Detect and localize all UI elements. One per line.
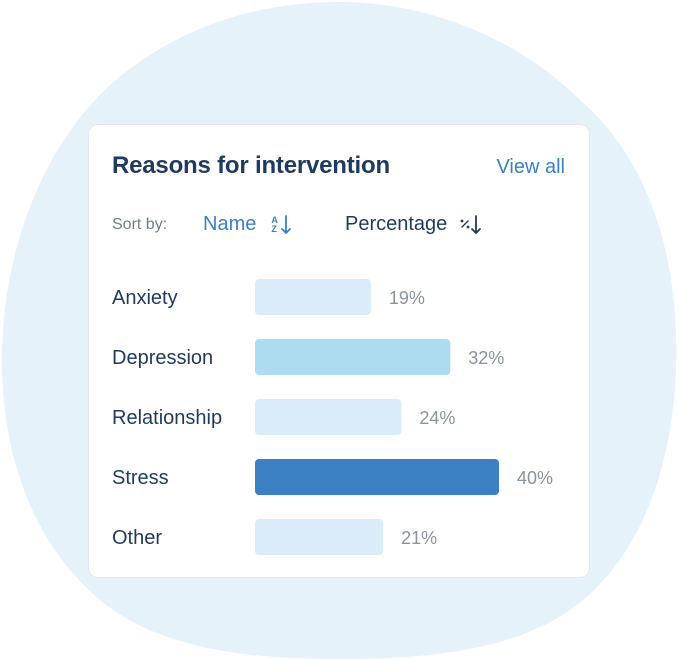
bar-relationship[interactable] [255, 399, 402, 435]
sort-name-label: Name [203, 213, 257, 235]
view-all-link[interactable]: View all [496, 156, 565, 178]
bar-depression[interactable] [255, 339, 451, 375]
bar-stress[interactable] [255, 459, 499, 495]
bar-other[interactable] [255, 519, 384, 555]
sort-percentage-label: Percentage [345, 213, 448, 235]
category-label-stress: Stress [112, 467, 169, 489]
value-label-other: 21% [401, 528, 437, 548]
card-title: Reasons for intervention [112, 152, 390, 179]
sort-percent-desc-icon [459, 214, 483, 235]
category-label-depression: Depression [112, 347, 213, 369]
category-label-anxiety: Anxiety [112, 287, 178, 309]
value-label-depression: 32% [468, 348, 504, 368]
category-label-other: Other [112, 527, 162, 549]
category-label-relationship: Relationship [112, 407, 222, 429]
sort-by-percentage-button[interactable]: Percentage [345, 213, 483, 236]
sort-by-label: Sort by: [112, 216, 168, 233]
bar-anxiety[interactable] [255, 279, 371, 315]
reasons-card: Reasons for intervention View all Sort b… [88, 124, 590, 578]
value-label-anxiety: 19% [389, 288, 425, 308]
value-label-relationship: 24% [419, 408, 455, 428]
reasons-bar-chart: Anxiety 19% Depression 32% Relationship 24% St… [112, 279, 553, 555]
value-label-stress: 40% [517, 468, 553, 488]
